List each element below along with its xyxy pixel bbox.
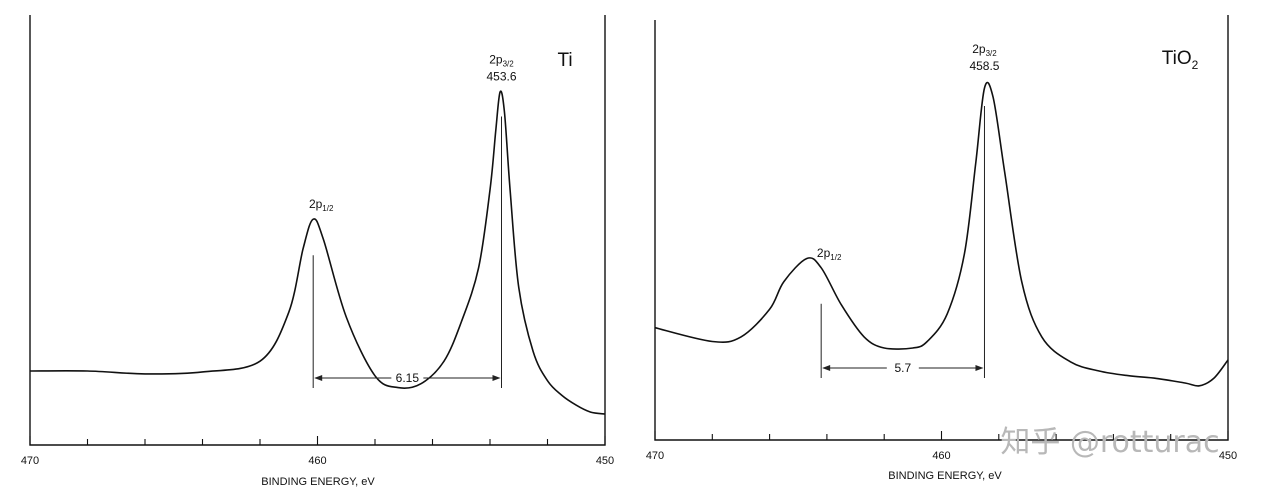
- tio2-2p1-2-sub: 1/2: [830, 253, 842, 262]
- tio2-sample-main: TiO: [1162, 48, 1192, 69]
- ti-2p3-2-energy: 453.6: [486, 70, 516, 84]
- tio2-tick-label-470: 470: [646, 450, 664, 462]
- ti-2p1-2-main: 2p: [309, 197, 323, 211]
- ti-splitting-arrow: [314, 375, 501, 381]
- tio2-2p3-2-sub: 3/2: [986, 49, 998, 58]
- tio2-2p1-2-label: 2p1/2: [817, 246, 842, 262]
- tio2-spectrum-line: [654, 81, 1229, 387]
- tio2-2p3-2-main: 2p: [972, 42, 986, 56]
- watermark-text: 知乎 @rotturac: [1000, 425, 1219, 460]
- tio2-splitting-label: 5.7: [894, 361, 911, 375]
- panel-tio2-ticks: [654, 431, 1229, 440]
- ti-2p3-2-label: 2p3/2: [489, 53, 514, 69]
- ti-tick-label-450: 450: [596, 455, 614, 467]
- tio2-sample-sub: 2: [1192, 58, 1199, 72]
- tio2-2p3-2-label: 2p3/2: [972, 42, 997, 58]
- ti-arrowhead-left: [314, 375, 323, 381]
- panel-ti-frame: [29, 15, 606, 446]
- ti-spectrum-line: [29, 90, 606, 415]
- tio2-x-axis-title: BINDING ENERGY, eV: [888, 470, 1002, 482]
- ti-sample-label: Ti: [557, 50, 572, 71]
- tio2-2p3-2-energy: 458.5: [969, 59, 999, 73]
- tio2-2p1-2-main: 2p: [817, 246, 831, 260]
- panel-ti-ticks: [29, 436, 606, 445]
- tio2-splitting-arrow: [822, 365, 984, 371]
- ti-x-axis-title: BINDING ENERGY, eV: [261, 476, 375, 488]
- panel-ti: 6.15 2p1/2 2p3/2 453.6 Ti 470 460 450 BI…: [21, 15, 614, 488]
- ti-tick-label-470: 470: [21, 455, 39, 467]
- tio2-sample-label: TiO2: [1162, 48, 1199, 72]
- panel-tio2: 5.7 2p1/2 2p3/2 458.5 TiO2 470 460 450 B…: [646, 15, 1237, 482]
- ti-2p1-2-label: 2p1/2: [309, 197, 334, 213]
- ti-tick-label-460: 460: [308, 455, 326, 467]
- tio2-arrowhead-right: [975, 365, 984, 371]
- ti-splitting-label: 6.15: [396, 371, 420, 385]
- ti-2p1-2-sub: 1/2: [322, 204, 334, 213]
- ti-2p3-2-sub: 3/2: [503, 60, 515, 69]
- tio2-arrowhead-left: [822, 365, 831, 371]
- ti-2p3-2-main: 2p: [489, 53, 503, 67]
- ti-arrowhead-right: [492, 375, 501, 381]
- tio2-tick-label-460: 460: [932, 450, 950, 462]
- tio2-tick-label-450: 450: [1219, 450, 1237, 462]
- ti-sample-main: Ti: [557, 50, 572, 71]
